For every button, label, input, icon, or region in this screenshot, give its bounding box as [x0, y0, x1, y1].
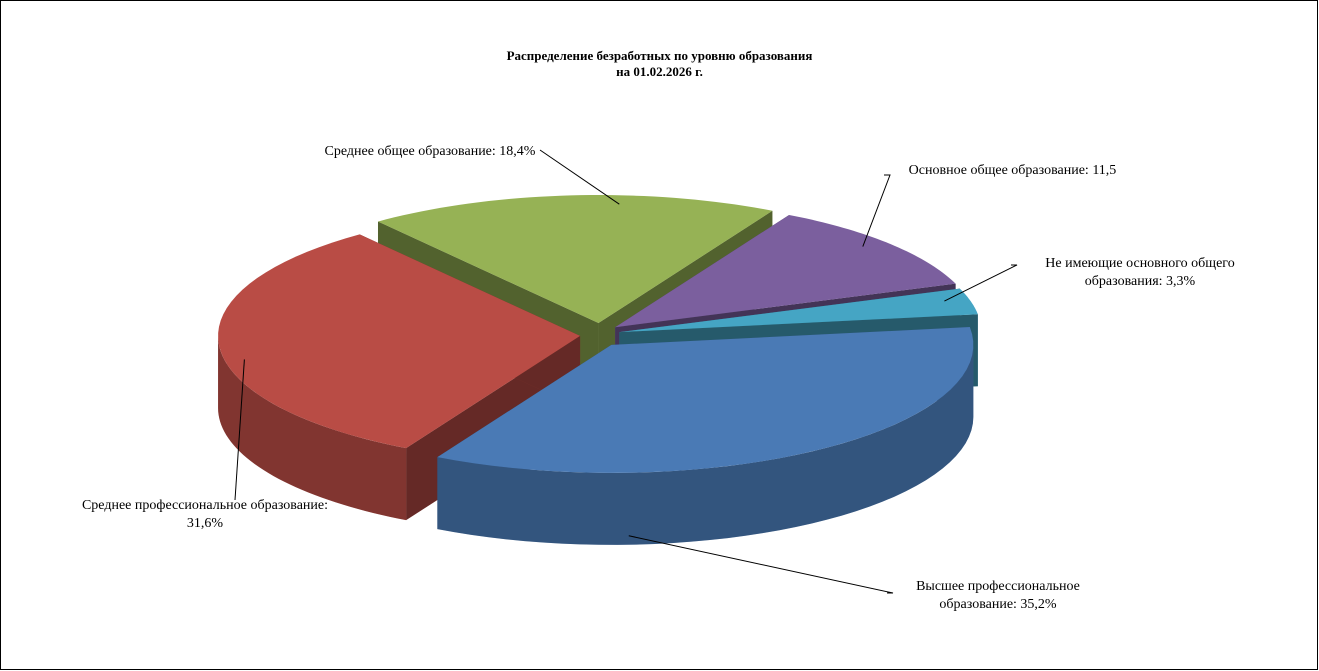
leader-line [944, 264, 1018, 302]
slice-wall [218, 335, 407, 521]
label-value: 18,4% [499, 144, 536, 159]
label-category: Не имеющие основного общего образования: [1045, 256, 1235, 289]
pie [218, 195, 978, 545]
slice-shade [218, 335, 407, 521]
data-label: Не имеющие основного общего образования:… [1010, 255, 1270, 291]
label-value: 3,3% [1166, 274, 1196, 289]
slice [619, 288, 978, 333]
leaders [234, 149, 1018, 594]
slice-wall [437, 344, 974, 545]
chart-title: на 01.02.2026 г. [616, 64, 703, 79]
label-category: Среднее общее образование: [324, 144, 496, 159]
data-label: Основное общее образование: 11,5 [885, 162, 1140, 180]
label-value: 11,5 [1092, 163, 1117, 178]
slice-shade [437, 344, 974, 545]
slice [377, 195, 773, 324]
label-category: Основное общее образование: [908, 163, 1089, 178]
data-label: Высшее профессиональное образование: 35,… [878, 578, 1118, 614]
label-category: Высшее профессиональное образование: [916, 579, 1080, 612]
slice [437, 327, 974, 473]
label-value: 35,2% [1020, 597, 1057, 612]
label-category: Среднее профессиональное образование: [81, 498, 329, 513]
slice [615, 214, 956, 328]
leader-line [628, 535, 894, 594]
slice [218, 234, 581, 449]
label-value: 31,6% [186, 516, 224, 531]
data-label: Среднее профессиональное образование: 31… [80, 497, 330, 533]
leader-line [862, 174, 891, 247]
data-label: Среднее общее образование: 18,4% [300, 143, 560, 161]
chart-title: Распределение безработных по уровню обра… [506, 48, 813, 63]
leader-line [234, 359, 245, 501]
leader-line [539, 149, 620, 205]
